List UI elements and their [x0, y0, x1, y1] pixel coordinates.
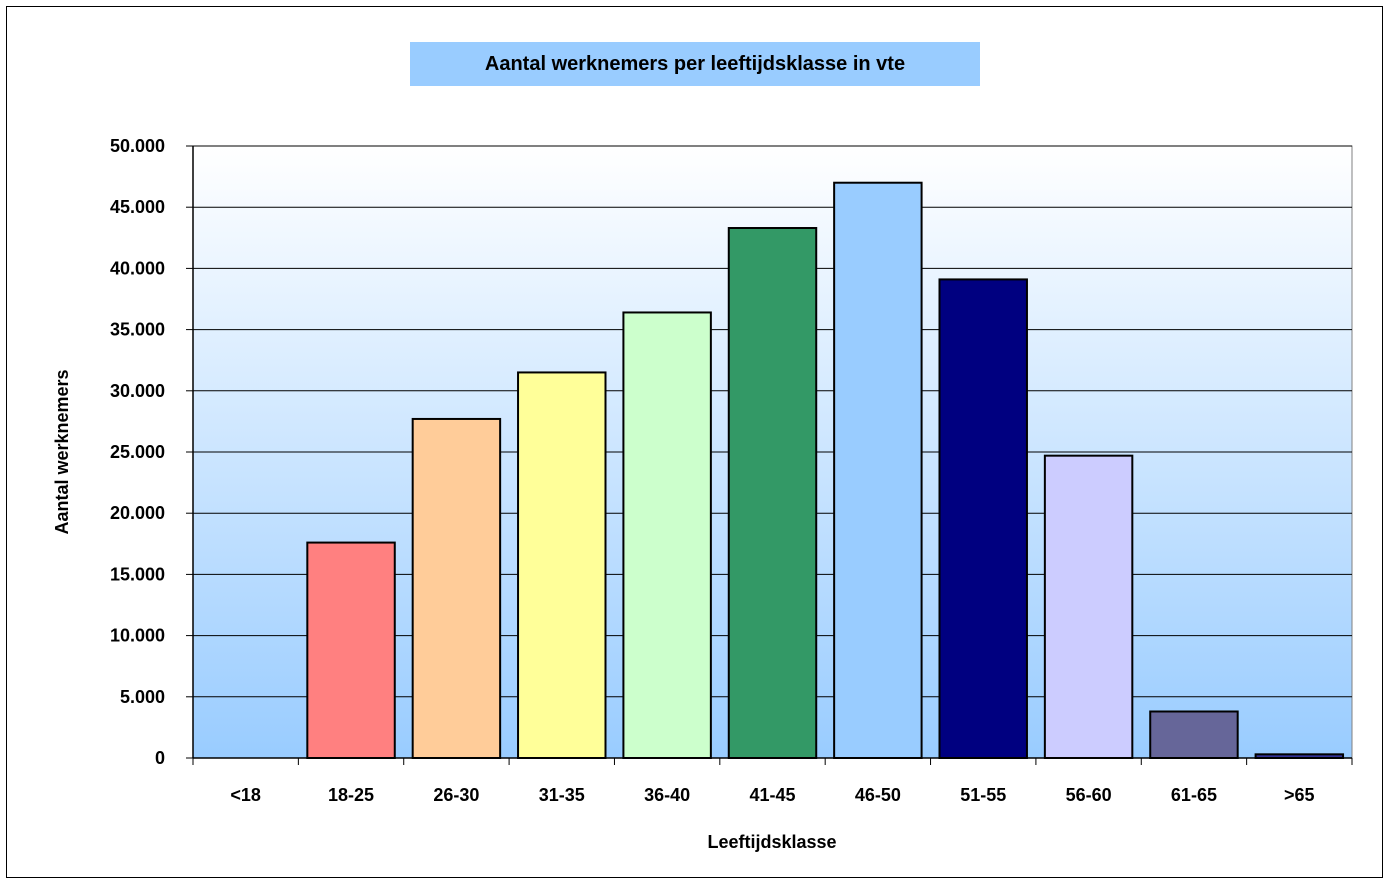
x-tick-label: 61-65	[1171, 785, 1217, 805]
bars	[306, 181, 1345, 760]
y-tick-label: 5.000	[120, 687, 165, 707]
x-tick-label: >65	[1284, 785, 1315, 805]
y-tick-label: 0	[155, 748, 165, 768]
y-tick-label: 50.000	[110, 136, 165, 156]
bar-56-60	[1043, 454, 1134, 759]
bar-26-30	[411, 417, 502, 759]
y-tick-label: 45.000	[110, 197, 165, 217]
bar-31-35	[517, 371, 607, 759]
bar-36-40	[622, 311, 712, 759]
x-tick-label: 56-60	[1066, 785, 1112, 805]
y-tick-label: 35.000	[110, 320, 165, 340]
x-tick-label: 36-40	[644, 785, 690, 805]
y-tick-label: 30.000	[110, 381, 165, 401]
x-tick-label: 51-55	[960, 785, 1006, 805]
y-tick-label: 40.000	[110, 258, 165, 278]
bar-51-55	[938, 278, 1028, 759]
bar-18-25	[306, 541, 396, 759]
y-tick-labels: 0 5.000 10.000 15.000 20.000 25.000 30.000 35.0…	[110, 136, 165, 768]
y-tick-label: 25.000	[110, 442, 165, 462]
x-axis-title: Leeftijdsklasse	[707, 832, 836, 852]
y-tick-label: 20.000	[110, 503, 165, 523]
y-tick-label: 15.000	[110, 564, 165, 584]
x-tick-label: 41-45	[749, 785, 795, 805]
y-axis-title: Aantal werknemers	[52, 369, 72, 534]
x-tick-label: 26-30	[433, 785, 479, 805]
x-tick-label: 46-50	[855, 785, 901, 805]
bar-41-45	[727, 227, 818, 759]
bar-46-50	[833, 181, 923, 760]
axes	[186, 145, 1353, 765]
x-tick-label: 31-35	[539, 785, 585, 805]
x-tick-label: 18-25	[328, 785, 374, 805]
chart-title: Aantal werknemers per leeftijdsklasse in…	[410, 42, 980, 86]
y-tick-label: 10.000	[110, 626, 165, 646]
x-tick-label: <18	[230, 785, 261, 805]
bar-61-65	[1149, 710, 1239, 759]
x-tick-labels: <18 18-25 26-30 31-35 36-40 41-45 46-50 51-55 56…	[230, 785, 1314, 805]
